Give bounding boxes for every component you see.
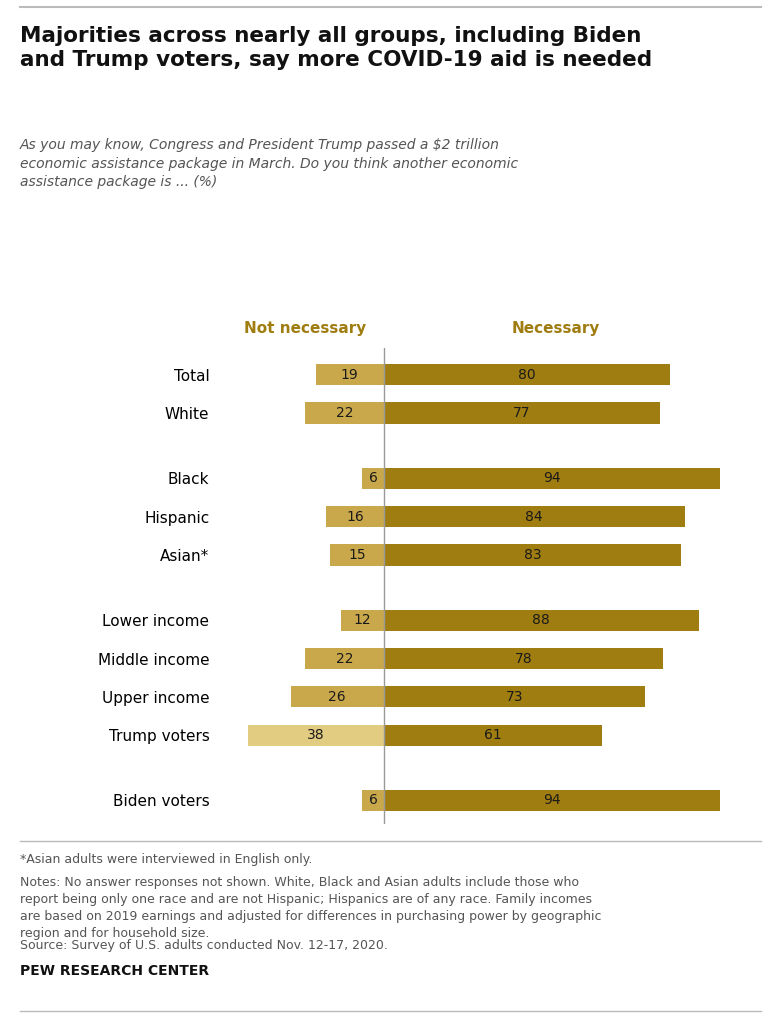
Bar bbox=[326, 506, 383, 527]
Text: 61: 61 bbox=[484, 728, 502, 743]
Text: 12: 12 bbox=[354, 613, 371, 627]
Text: 84: 84 bbox=[526, 509, 543, 524]
Text: PEW RESEARCH CENTER: PEW RESEARCH CENTER bbox=[20, 964, 209, 978]
Text: 94: 94 bbox=[544, 794, 561, 807]
Bar bbox=[330, 544, 383, 566]
Text: Source: Survey of U.S. adults conducted Nov. 12-17, 2020.: Source: Survey of U.S. adults conducted … bbox=[20, 939, 387, 952]
Bar bbox=[383, 648, 663, 669]
Text: 78: 78 bbox=[515, 652, 533, 666]
Bar bbox=[383, 364, 670, 386]
Bar bbox=[383, 724, 602, 746]
Text: 22: 22 bbox=[336, 652, 353, 666]
Bar bbox=[341, 610, 383, 631]
Bar bbox=[383, 506, 685, 527]
Text: 77: 77 bbox=[513, 406, 530, 420]
Text: 16: 16 bbox=[346, 509, 364, 524]
Bar bbox=[362, 790, 383, 811]
Bar bbox=[383, 790, 720, 811]
Bar bbox=[305, 648, 383, 669]
Text: 22: 22 bbox=[336, 406, 353, 420]
Bar bbox=[305, 402, 383, 424]
Text: 88: 88 bbox=[533, 613, 551, 627]
Bar bbox=[316, 364, 383, 386]
Text: 26: 26 bbox=[328, 690, 346, 704]
Text: 19: 19 bbox=[341, 367, 358, 382]
Text: 15: 15 bbox=[348, 548, 366, 562]
Bar bbox=[383, 544, 681, 566]
Text: 73: 73 bbox=[506, 690, 523, 704]
Bar bbox=[248, 724, 383, 746]
Text: Majorities across nearly all groups, including Biden
and Trump voters, say more : Majorities across nearly all groups, inc… bbox=[20, 26, 651, 70]
Text: 6: 6 bbox=[369, 472, 377, 485]
Bar bbox=[291, 686, 383, 708]
Text: 80: 80 bbox=[519, 367, 536, 382]
Text: 94: 94 bbox=[544, 472, 561, 485]
Text: 38: 38 bbox=[307, 728, 325, 743]
Bar bbox=[383, 686, 645, 708]
Bar bbox=[383, 610, 699, 631]
Bar bbox=[383, 402, 660, 424]
Text: Not necessary: Not necessary bbox=[244, 320, 366, 336]
Text: As you may know, Congress and President Trump passed a $2 trillion
economic assi: As you may know, Congress and President … bbox=[20, 138, 518, 189]
Bar bbox=[362, 468, 383, 489]
Bar bbox=[383, 468, 720, 489]
Text: 6: 6 bbox=[369, 794, 377, 807]
Text: *Asian adults were interviewed in English only.: *Asian adults were interviewed in Englis… bbox=[20, 853, 312, 866]
Text: Notes: No answer responses not shown. White, Black and Asian adults include thos: Notes: No answer responses not shown. Wh… bbox=[20, 876, 601, 940]
Text: Necessary: Necessary bbox=[512, 320, 600, 336]
Text: 83: 83 bbox=[523, 548, 541, 562]
